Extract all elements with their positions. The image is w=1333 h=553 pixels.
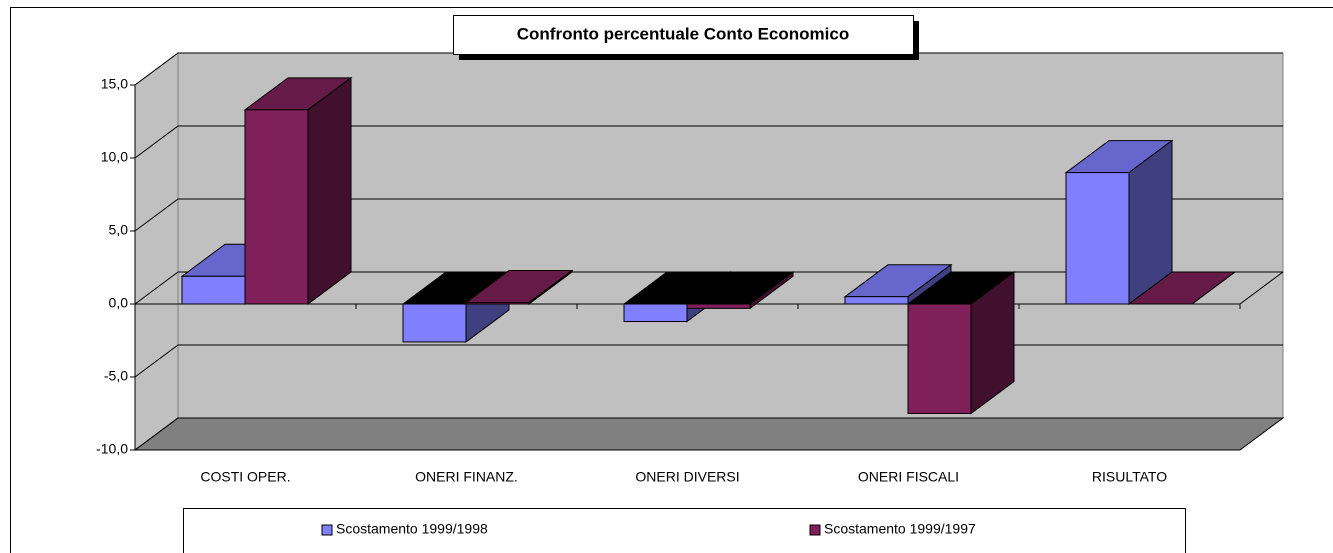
chart-title: Confronto percentuale Conto Economico	[517, 24, 849, 43]
legend-box	[183, 508, 1186, 553]
bar-side	[307, 76, 352, 305]
legend-swatch	[321, 524, 333, 536]
bar	[181, 275, 246, 305]
legend-swatch	[809, 524, 821, 536]
bar	[623, 303, 688, 323]
floor	[133, 417, 1285, 451]
x-tick-label: ONERI FISCALI	[858, 469, 959, 485]
x-tick-label: ONERI FINANZ.	[415, 469, 518, 485]
y-tick-label: 5,0	[109, 222, 129, 238]
x-tick-label: COSTI OPER.	[200, 469, 290, 485]
x-tick-label: ONERI DIVERSI	[635, 469, 739, 485]
bar	[907, 303, 972, 414]
bar	[686, 303, 751, 309]
bar-side	[1191, 271, 1236, 305]
bar	[465, 302, 530, 305]
y-tick-label: 15,0	[101, 76, 128, 92]
bar	[244, 109, 309, 305]
legend-label: Scostamento 1999/1998	[336, 521, 488, 537]
legend-label: Scostamento 1999/1997	[824, 521, 976, 537]
title-box	[453, 15, 914, 55]
bar	[1065, 172, 1130, 305]
bar	[402, 303, 467, 343]
y-tick-label: 10,0	[101, 149, 128, 165]
grid-line	[134, 198, 1283, 232]
bar	[844, 296, 909, 305]
x-tick-label: RISULTATO	[1092, 469, 1167, 485]
grid-line	[134, 417, 1283, 451]
y-tick-label: 0,0	[109, 295, 129, 311]
side-wall	[134, 52, 179, 451]
y-tick-label: -5,0	[104, 368, 128, 384]
y-tick-label: -10,0	[96, 441, 128, 457]
grid-line	[134, 125, 1283, 159]
